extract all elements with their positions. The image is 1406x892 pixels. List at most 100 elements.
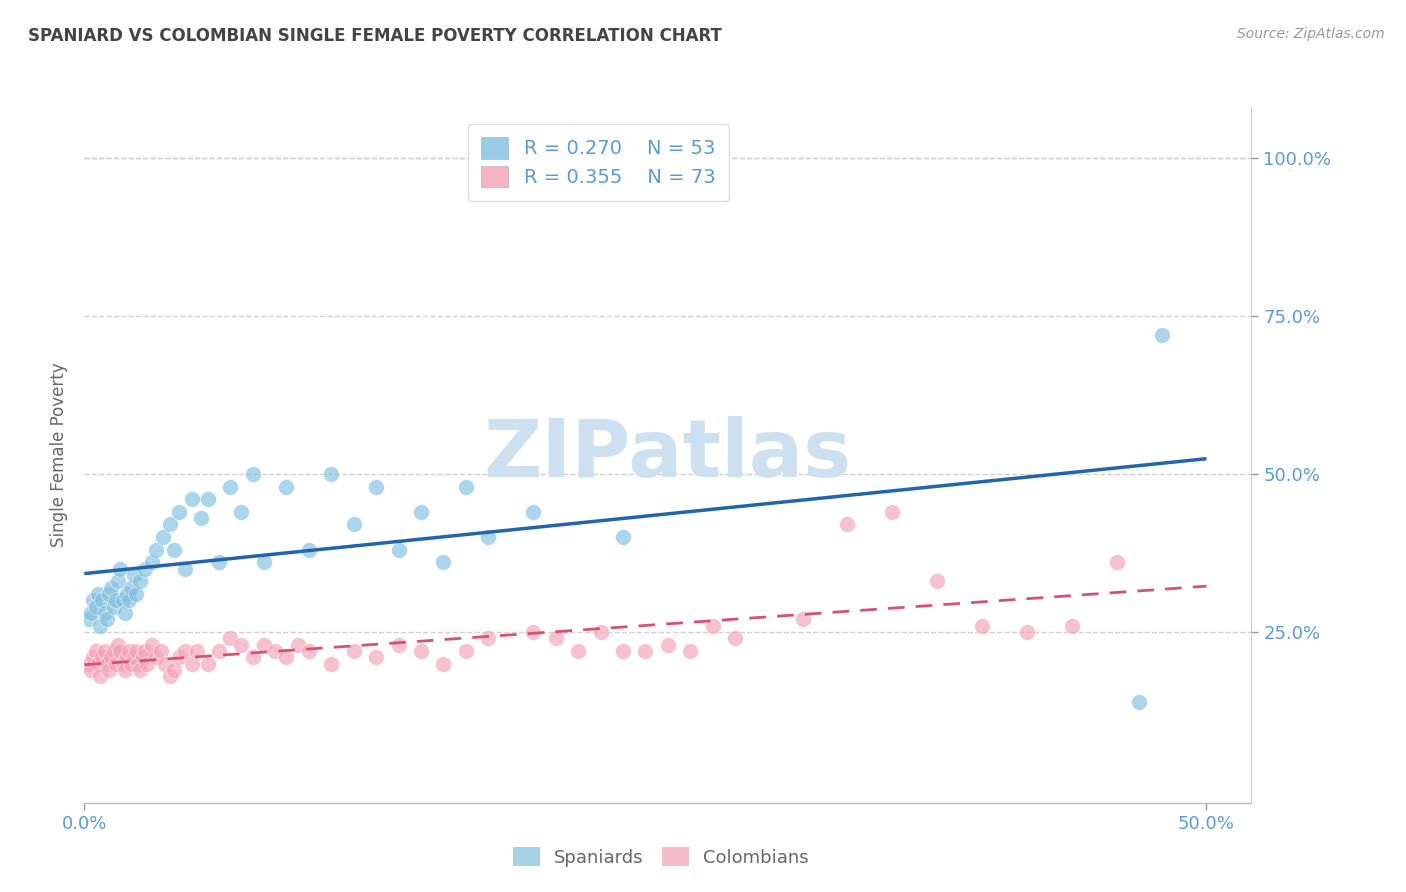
Point	[149, 644, 172, 658]
Point	[219, 632, 242, 646]
Point	[522, 625, 544, 640]
Point	[612, 530, 634, 544]
Point	[454, 644, 477, 658]
Point	[231, 638, 253, 652]
Legend: R = 0.270    N = 53, R = 0.355    N = 73: R = 0.270 N = 53, R = 0.355 N = 73	[468, 124, 730, 201]
Point	[167, 650, 190, 665]
Point	[93, 644, 115, 658]
Point	[287, 638, 309, 652]
Point	[118, 644, 141, 658]
Point	[127, 657, 149, 671]
Point	[366, 479, 388, 493]
Point	[927, 574, 949, 589]
Y-axis label: Single Female Poverty: Single Female Poverty	[51, 363, 69, 547]
Point	[114, 606, 136, 620]
Point	[276, 479, 298, 493]
Point	[657, 638, 679, 652]
Point	[129, 663, 152, 677]
Point	[837, 517, 859, 532]
Point	[134, 562, 156, 576]
Point	[125, 644, 148, 658]
Point	[567, 644, 589, 658]
Point	[174, 562, 197, 576]
Point	[298, 542, 321, 557]
Point	[409, 644, 432, 658]
Point	[276, 650, 298, 665]
Point	[1015, 625, 1038, 640]
Point	[432, 657, 454, 671]
Point	[129, 574, 152, 589]
Point	[80, 663, 103, 677]
Point	[253, 638, 276, 652]
Point	[253, 556, 276, 570]
Point	[82, 593, 104, 607]
Point	[104, 593, 127, 607]
Point	[181, 492, 204, 507]
Point	[98, 663, 121, 677]
Point	[110, 644, 132, 658]
Point	[724, 632, 747, 646]
Text: SPANIARD VS COLOMBIAN SINGLE FEMALE POVERTY CORRELATION CHART: SPANIARD VS COLOMBIAN SINGLE FEMALE POVE…	[28, 27, 723, 45]
Point	[208, 644, 231, 658]
Point	[152, 530, 174, 544]
Point	[141, 556, 163, 570]
Point	[100, 650, 122, 665]
Text: ZIPatlas: ZIPatlas	[484, 416, 852, 494]
Point	[298, 644, 321, 658]
Point	[612, 644, 634, 658]
Point	[153, 657, 176, 671]
Point	[82, 650, 104, 665]
Point	[231, 505, 253, 519]
Point	[1150, 327, 1173, 342]
Point	[103, 644, 125, 658]
Point	[134, 644, 156, 658]
Point	[882, 505, 904, 519]
Point	[89, 669, 111, 683]
Point	[163, 663, 186, 677]
Point	[197, 492, 219, 507]
Point	[141, 638, 163, 652]
Point	[197, 657, 219, 671]
Point	[432, 556, 454, 570]
Point	[321, 467, 343, 481]
Point	[1105, 556, 1128, 570]
Point	[1128, 695, 1150, 709]
Point	[121, 657, 143, 671]
Point	[145, 542, 167, 557]
Point	[103, 599, 125, 614]
Point	[544, 632, 567, 646]
Point	[107, 574, 129, 589]
Point	[87, 657, 110, 671]
Point	[208, 556, 231, 570]
Point	[93, 606, 115, 620]
Point	[589, 625, 612, 640]
Point	[181, 657, 204, 671]
Point	[343, 517, 366, 532]
Point	[84, 644, 107, 658]
Point	[91, 650, 114, 665]
Point	[91, 593, 114, 607]
Point	[122, 650, 145, 665]
Point	[159, 669, 181, 683]
Legend: Spaniards, Colombians: Spaniards, Colombians	[506, 840, 815, 874]
Point	[454, 479, 477, 493]
Text: Source: ZipAtlas.com: Source: ZipAtlas.com	[1237, 27, 1385, 41]
Point	[477, 530, 499, 544]
Point	[1060, 618, 1083, 632]
Point	[77, 657, 100, 671]
Point	[409, 505, 432, 519]
Point	[366, 650, 388, 665]
Point	[125, 587, 148, 601]
Point	[321, 657, 343, 671]
Point	[167, 505, 190, 519]
Point	[111, 657, 134, 671]
Point	[634, 644, 657, 658]
Point	[145, 650, 167, 665]
Point	[159, 517, 181, 532]
Point	[132, 650, 155, 665]
Point	[84, 599, 107, 614]
Point	[115, 650, 138, 665]
Point	[96, 612, 118, 626]
Point	[115, 587, 138, 601]
Point	[104, 657, 127, 671]
